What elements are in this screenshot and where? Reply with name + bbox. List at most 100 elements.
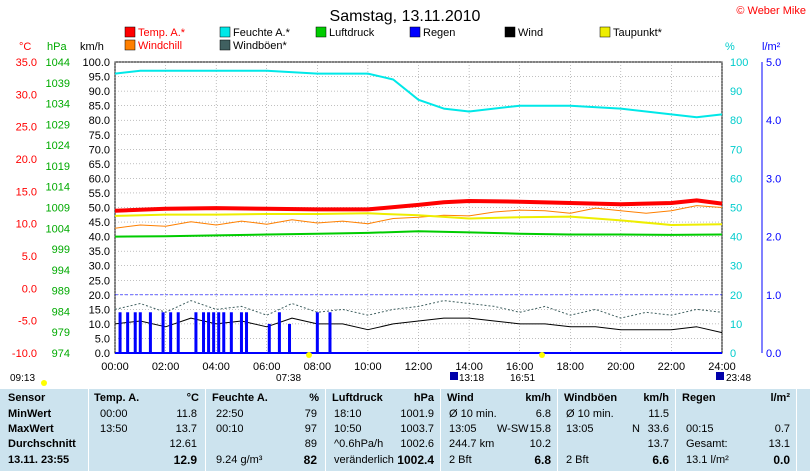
legend-label: Feuchte A.*: [233, 27, 291, 39]
rain-bar: [212, 312, 216, 353]
humidity-tick-label: 0: [730, 348, 736, 360]
legend-label: Regen: [423, 27, 455, 39]
cell-current: 1002.4: [397, 453, 434, 467]
x-tick-label: 22:00: [658, 361, 686, 373]
temp-tick-label: 35.0: [16, 57, 37, 69]
rain-bar: [288, 323, 292, 353]
cell-current: 6.6: [652, 453, 669, 467]
cell-value: 1002.6: [400, 438, 434, 450]
cell-current: 0.0: [773, 453, 790, 467]
humidity-tick-label: 50: [730, 203, 742, 215]
cell-value: 13.7: [175, 423, 197, 435]
pressure-tick-label: 984: [52, 306, 70, 318]
cell-value: 97: [304, 423, 317, 435]
wind-tick-label: 100.0: [82, 57, 110, 69]
time-marker-left: 09:13: [10, 373, 35, 384]
rain-column: Regen l/m² 00:15 0.7 Gesamt: 13.1 13.1 l/m²…: [676, 389, 797, 471]
x-tick-label: 02:00: [152, 361, 180, 373]
wind-tick-label: 40.0: [89, 232, 110, 244]
col-title: Wind: [447, 392, 474, 404]
cell: 13.1 l/m²: [686, 454, 729, 466]
cell-value: 13.7: [647, 438, 669, 450]
x-tick-label: 04:00: [202, 361, 230, 373]
temp-tick-label: 10.0: [16, 219, 37, 231]
cell-current: 6.8: [534, 453, 551, 467]
cell-value: 11.5: [648, 408, 669, 420]
rain-tick-label: 1.0: [766, 290, 781, 302]
humidity-tick-label: 30: [730, 261, 742, 273]
rain-bar: [277, 312, 281, 353]
sunset-time: 16:51: [510, 373, 535, 384]
rain-bar: [328, 312, 332, 353]
cell-value: 89: [304, 438, 317, 450]
rain-bar: [148, 312, 152, 353]
series-line-windchill: [114, 205, 723, 229]
x-tick-label: 18:00: [556, 361, 584, 373]
temp-tick-label: 20.0: [16, 154, 37, 166]
legend-swatch: [409, 26, 421, 38]
col-unit: km/h: [525, 392, 551, 404]
rain-bar: [176, 312, 180, 353]
credit-text: © Weber Mike: [736, 5, 806, 17]
x-tick-label: 24:00: [708, 361, 736, 373]
cell: 18:10: [334, 408, 362, 420]
pressure-tick-label: 1019: [46, 161, 70, 173]
temp-tick-label: 15.0: [16, 186, 37, 198]
rain-bar: [161, 312, 165, 353]
gusts-column: Windböen km/h Ø 10 min. 11.5 13:05 N 33.6 13…: [558, 389, 676, 471]
legend-swatch: [504, 26, 516, 38]
series-line-wind: [114, 317, 723, 334]
axis-unit-pressure: hPa: [47, 41, 67, 53]
pressure-tick-label: 1034: [46, 99, 70, 111]
x-tick-label: 20:00: [607, 361, 635, 373]
pressure-tick-label: 999: [52, 244, 70, 256]
col-unit: l/m²: [770, 392, 790, 404]
sun-icon: [41, 380, 47, 386]
legend-swatch: [219, 39, 231, 51]
sunrise-time: 07:38: [276, 373, 301, 384]
col-title: Feuchte A.: [212, 392, 268, 404]
cell-current: 82: [303, 453, 317, 467]
pressure-column: Luftdruck hPa 18:10 1001.9 10:50 1003.7 ^0.…: [326, 389, 441, 471]
rain-bar: [239, 312, 243, 353]
moonset-icon: [716, 372, 724, 380]
cell: 2 Bft: [449, 454, 472, 466]
pressure-tick-label: 974: [52, 348, 70, 360]
axis-unit-humidity: %: [725, 41, 735, 53]
x-tick-label: 08:00: [304, 361, 332, 373]
cell-value: 13.1: [768, 438, 790, 450]
moonset-time: 23:48: [726, 373, 751, 384]
sensor-column: Sensor MinWert MaxWert Durchschnitt 13.1…: [0, 389, 89, 471]
cell: 22:50: [216, 408, 244, 420]
humidity-tick-label: 100: [730, 57, 748, 69]
x-tick-label: 10:00: [354, 361, 382, 373]
pressure-tick-label: 989: [52, 286, 70, 298]
rain-bar: [315, 312, 319, 353]
legend-label: Wind: [518, 27, 543, 39]
humidity-tick-label: 90: [730, 86, 742, 98]
cell-direction: W-SW: [497, 423, 529, 435]
wind-tick-label: 5.0: [95, 333, 110, 345]
cell: Ø 10 min.: [449, 408, 497, 420]
row-label: MinWert: [8, 408, 52, 420]
humidity-tick-label: 60: [730, 173, 742, 185]
axis-unit-temp: °C: [19, 41, 31, 53]
temp-tick-label: 30.0: [16, 89, 37, 101]
cell-value: 33.6: [647, 423, 669, 435]
cell-value: 15.8: [529, 423, 551, 435]
cell-direction: N: [632, 423, 640, 435]
row-label: Durchschnitt: [8, 438, 76, 450]
temp-tick-label: 5.0: [22, 251, 37, 263]
legend-swatch: [599, 26, 611, 38]
legend-label: Temp. A.*: [138, 27, 186, 39]
cell: 00:15: [686, 423, 714, 435]
wind-tick-label: 35.0: [89, 246, 110, 258]
temp-tick-label: 25.0: [16, 122, 37, 134]
cell-value: 10.2: [529, 438, 551, 450]
wind-tick-label: 20.0: [89, 290, 110, 302]
weather-chart: Samstag, 13.11.2010 © Weber Mike Temp. A.*…: [10, 5, 806, 386]
cell: 13:05: [449, 423, 477, 435]
cell-value: 6.8: [535, 408, 551, 420]
cell-current: 12.9: [173, 453, 197, 467]
rain-tick-label: 0.0: [766, 348, 781, 360]
